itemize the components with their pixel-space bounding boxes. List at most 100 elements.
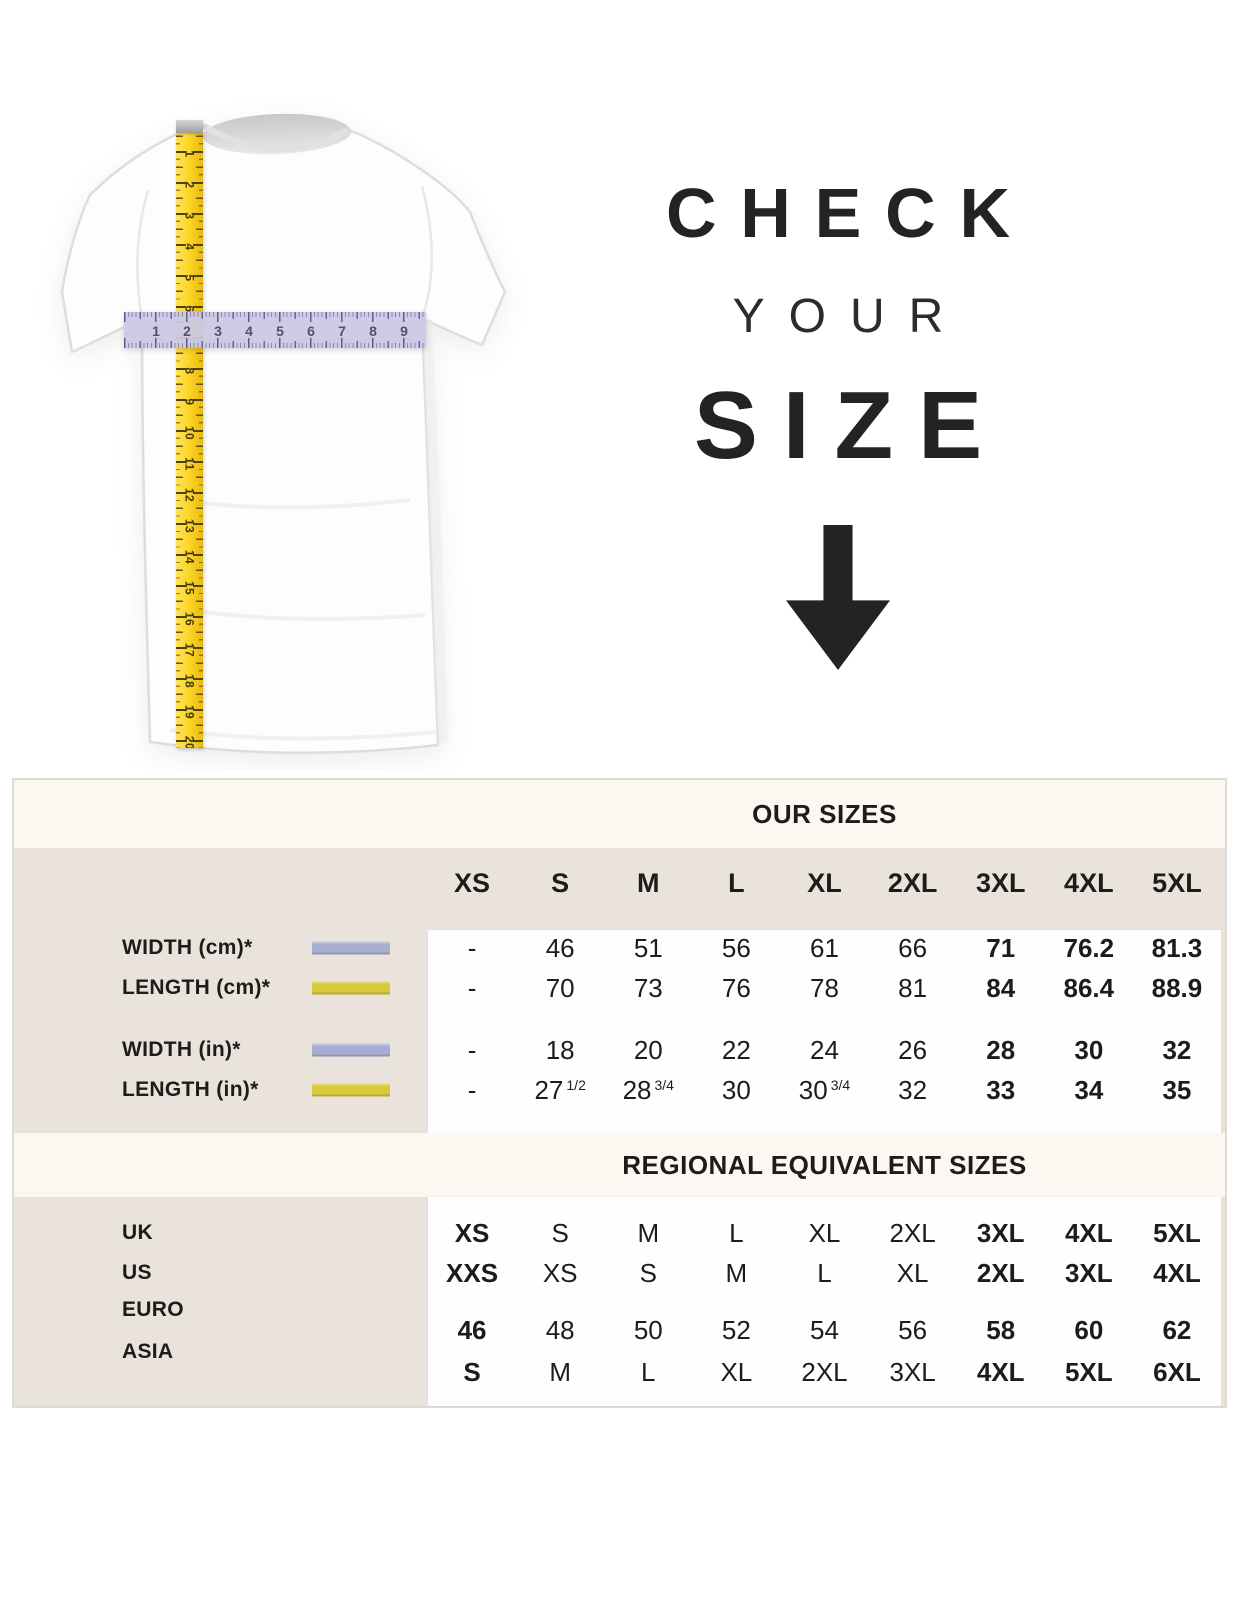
value-cell: 58 — [986, 1314, 1016, 1345]
size-column-header: XS — [454, 867, 491, 898]
size-table: OUR SIZES XS S M L XL 2XL 3XL 4XL 5XL WIDTH (cm)… — [12, 778, 1227, 1408]
value-cell: XS — [454, 1217, 490, 1248]
value-cell: - — [467, 1034, 477, 1065]
value-cell: 73 — [633, 972, 663, 1003]
value-cell: L — [641, 1356, 656, 1387]
value-cell: 28 3/4 — [622, 1074, 674, 1105]
value-cell: 2XL — [976, 1257, 1025, 1288]
value-cell: XXS — [446, 1257, 499, 1288]
size-column-header: L — [728, 867, 745, 898]
row-values: - 27 1/2 28 3/4 30 30 3/4 32 33 34 35 — [428, 1070, 1221, 1110]
row-label: ASIA — [122, 1340, 174, 1363]
tape-number: 17 — [182, 642, 197, 658]
value-cell: 20 — [633, 1034, 663, 1065]
our-sizes-header-band: OUR SIZES — [14, 780, 1225, 848]
tape-number: 11 — [182, 457, 197, 471]
tape-number: 5 — [182, 274, 197, 282]
value-cell: XL — [896, 1257, 929, 1288]
measurements-panel — [428, 930, 1221, 1133]
value-cell: 3XL — [889, 1356, 936, 1387]
horizontal-ruler: 1 2 3 4 5 6 7 8 9 — [124, 312, 426, 348]
table-row-us: US XXS XS S M L XL 2XL 3XL 4XL — [14, 1253, 1225, 1293]
value-cell: 5XL — [1064, 1356, 1113, 1387]
value-cell: M — [637, 1217, 660, 1248]
size-column-header: 4XL — [1064, 867, 1114, 898]
row-label: WIDTH (cm)* — [122, 936, 253, 959]
ruler-number: 4 — [245, 323, 253, 339]
value-cell: 4XL — [976, 1356, 1025, 1387]
tape-tick-marks — [176, 120, 203, 748]
value-cell: 81 — [898, 972, 928, 1003]
value-cell: 86.4 — [1063, 972, 1115, 1003]
value-cell: S — [463, 1356, 481, 1387]
row-values: XS S M L XL 2XL 3XL 4XL 5XL — [428, 1213, 1221, 1253]
measurements-section: XS S M L XL 2XL 3XL 4XL 5XL WIDTH (cm)* - 46 51 56 6… — [14, 848, 1225, 1133]
regional-header-band: REGIONAL EQUIVALENT SIZES — [14, 1133, 1225, 1197]
title-line-1: CHECK — [665, 174, 1034, 252]
value-cell: 46 — [545, 932, 575, 963]
regional-panel — [428, 1197, 1221, 1406]
value-cell: 3XL — [1064, 1257, 1113, 1288]
value-cell: 54 — [810, 1314, 839, 1345]
tape-number: 18 — [182, 673, 197, 689]
value-cell: XL — [808, 1217, 841, 1248]
regional-section: UK XS S M L XL 2XL 3XL 4XL 5XL US XXS XS S M L XL 2XL 3… — [14, 1197, 1225, 1406]
tape-number: 3 — [182, 212, 197, 220]
row-values: XXS XS S M L XL 2XL 3XL 4XL — [428, 1253, 1221, 1293]
table-row-uk: UK XS S M L XL 2XL 3XL 4XL 5XL — [14, 1213, 1225, 1253]
value-cell: 4XL — [1153, 1257, 1201, 1288]
regional-sizes-title: REGIONAL EQUIVALENT SIZES — [622, 1149, 1027, 1180]
row-values: 46 48 50 52 54 56 58 60 62 — [428, 1310, 1221, 1350]
tshirt-image — [30, 70, 570, 770]
table-row-width-cm: WIDTH (cm)* - 46 51 56 61 66 71 76.2 81.3 — [14, 928, 1225, 968]
value-cell: 61 — [810, 932, 839, 963]
tape-metal-tab — [176, 120, 203, 133]
left-sleeve-seam — [136, 189, 150, 319]
ruler-tick-marks — [124, 312, 426, 348]
row-label: LENGTH (in)* — [122, 1078, 259, 1101]
value-cell: 30 — [1074, 1034, 1104, 1065]
value-cell: 2XL — [801, 1356, 848, 1387]
row-label: EURO — [122, 1298, 184, 1321]
value-cell: 3XL — [976, 1217, 1025, 1248]
size-column-header: 5XL — [1152, 867, 1202, 898]
ruler-number: 9 — [400, 323, 408, 339]
value-cell: 56 — [898, 1314, 928, 1345]
value-cell: 22 — [721, 1034, 751, 1065]
value-cell: 48 — [545, 1314, 575, 1345]
value-cell: 4XL — [1064, 1217, 1113, 1248]
tape-number: 13 — [182, 518, 197, 534]
value-cell: M — [725, 1257, 748, 1288]
value-cell: 71 — [986, 932, 1016, 963]
row-values: - 70 73 76 78 81 84 86.4 88.9 — [428, 968, 1221, 1008]
value-cell: 76.2 — [1063, 932, 1115, 963]
value-cell: 26 — [898, 1034, 928, 1065]
size-header-row: XS S M L XL 2XL 3XL 4XL 5XL — [428, 858, 1221, 908]
tape-number: 19 — [182, 704, 197, 720]
value-cell: 35 — [1162, 1074, 1192, 1105]
value-cell: 51 — [633, 932, 663, 963]
ruler-number: 6 — [307, 323, 315, 339]
row-label: US — [122, 1261, 152, 1284]
table-row-length-cm: LENGTH (cm)* - 70 73 76 78 81 84 86.4 88.9 — [14, 968, 1225, 1008]
tape-number: 16 — [182, 611, 197, 627]
size-column-header: S — [551, 867, 570, 898]
table-row-width-in: WIDTH (in)* - 18 20 22 24 26 28 30 32 — [14, 1030, 1225, 1070]
value-cell: - — [467, 1074, 477, 1105]
title-line-3: SIZE — [693, 372, 1008, 479]
row-values: S M L XL 2XL 3XL 4XL 5XL 6XL — [428, 1352, 1221, 1392]
headline: CHECK YOUR SIZE — [588, 178, 1088, 474]
tshirt-illustration — [60, 113, 507, 755]
tape-number: 15 — [182, 580, 197, 596]
right-sleeve-seam — [420, 185, 433, 319]
value-cell: L — [817, 1257, 832, 1288]
legend-swatch — [312, 1083, 390, 1097]
row-label: UK — [122, 1221, 153, 1244]
tape-number: 12 — [182, 487, 197, 503]
tape-number: 10 — [182, 425, 197, 441]
table-row-length-in: LENGTH (in)* - 27 1/2 28 3/4 30 30 3/4 32 33 34 35 — [14, 1070, 1225, 1110]
value-cell: S — [551, 1217, 569, 1248]
value-cell: 50 — [633, 1314, 663, 1345]
value-cell: L — [729, 1217, 744, 1248]
